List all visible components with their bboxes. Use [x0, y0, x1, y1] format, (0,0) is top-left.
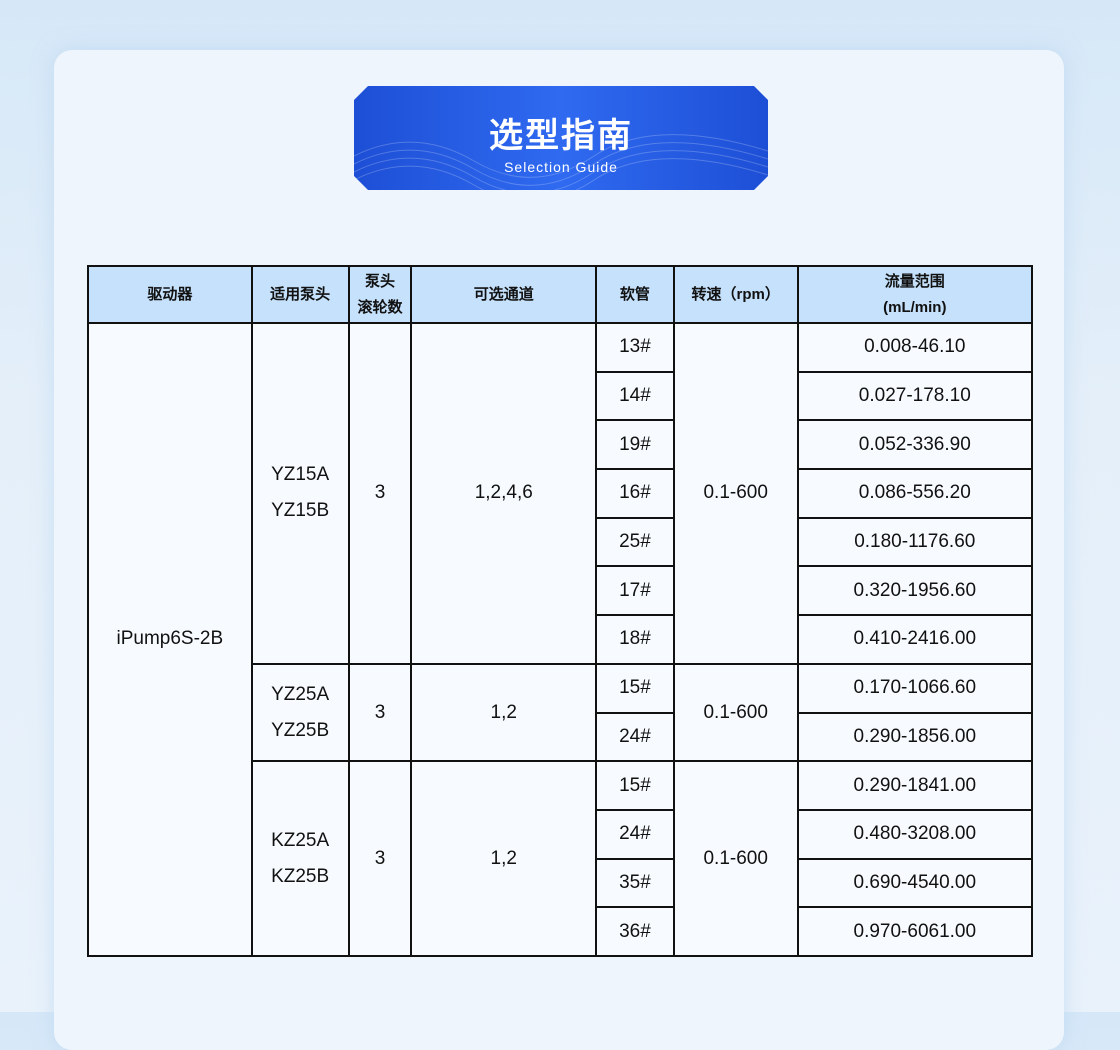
channels-cell: 1,2 [410, 662, 597, 763]
tubing-cell: 24# [595, 711, 675, 763]
pump-head-cell: YZ15A YZ15B [250, 322, 350, 665]
tubing-cell: 17# [595, 565, 675, 617]
driver-cell: iPump6S-2B [87, 322, 253, 957]
flow-range-cell: 0.027-178.10 [796, 370, 1034, 422]
tubing-cell: 14# [595, 370, 675, 422]
rollers-cell: 3 [347, 322, 413, 665]
speed-cell: 0.1-600 [672, 322, 799, 665]
flow-range-cell: 0.480-3208.00 [796, 808, 1034, 860]
selection-table: 驱动器 适用泵头 泵头滚轮数 可选通道 软管 转速（rpm） 流量范围 (mL/m… [87, 265, 1034, 957]
flow-range-cell: 0.290-1841.00 [796, 760, 1034, 811]
tubing-cell: 25# [595, 516, 675, 568]
table-row: 14# 0.027-178.10 [88, 370, 1034, 422]
flow-range-cell: 0.052-336.90 [796, 419, 1034, 471]
channels-cell: 1,2 [410, 760, 597, 957]
tubing-cell: 18# [595, 614, 675, 665]
tubing-cell: 16# [595, 468, 675, 519]
table-row: 16# 0.086-556.20 [88, 468, 1034, 519]
flow-range-cell: 0.970-6061.00 [796, 906, 1034, 957]
flow-range-cell: 0.290-1856.00 [796, 711, 1034, 763]
header-speed: 转速（rpm） [672, 265, 799, 324]
speed-cell: 0.1-600 [672, 760, 799, 957]
banner-title: 选型指南 [489, 116, 633, 156]
header-channels: 可选通道 [410, 265, 597, 324]
flow-range-cell: 0.180-1176.60 [796, 516, 1034, 568]
wave-decoration-icon [354, 134, 768, 190]
table-row: KZ25A KZ25B 3 1,2 15# 0.1-600 0.290-1841.00 [88, 760, 1034, 957]
table-row: 25# 0.180-1176.60 [88, 516, 1034, 568]
rollers-cell: 3 [347, 760, 413, 957]
rollers-cell: 3 [347, 662, 413, 763]
tubing-cell: 35# [595, 857, 675, 909]
flow-range-cell: 0.690-4540.00 [796, 857, 1034, 909]
tubing-cell: 15# [595, 662, 675, 714]
pump-head-cell: KZ25A KZ25B [250, 760, 350, 957]
header-driver: 驱动器 [87, 265, 253, 324]
flow-range-cell: 0.170-1066.60 [796, 662, 1034, 714]
flow-range-cell: 0.086-556.20 [796, 468, 1034, 519]
table-row: 18# 0.410-2416.00 [88, 614, 1034, 665]
header-pump-head: 适用泵头 [250, 265, 350, 324]
table-row: 19# 0.052-336.90 [88, 419, 1034, 471]
header-rollers-label: 泵头滚轮数 [357, 272, 403, 316]
table-row: iPump6S-2B YZ15A YZ15B 3 1,2,4,6 13# 0.1-600 0.… [87, 322, 1034, 957]
tubing-cell: 36# [595, 906, 675, 957]
pump-head-cell: YZ25A YZ25B [250, 662, 350, 763]
header-flow-range: 流量范围 (mL/min) [796, 265, 1034, 324]
table-row: 35# 0.690-4540.00 [88, 857, 1034, 909]
selection-guide-banner: 选型指南 Selection Guide [354, 86, 768, 190]
table-row: 36# 0.970-6061.00 [88, 906, 1034, 957]
banner-subtitle: Selection Guide [504, 159, 618, 175]
flow-range-cell: 0.320-1956.60 [796, 565, 1034, 617]
header-tubing: 软管 [595, 265, 675, 324]
tubing-cell: 13# [595, 322, 675, 373]
flow-range-cell: 0.008-46.10 [796, 322, 1034, 373]
table-row: 24# 0.480-3208.00 [88, 808, 1034, 860]
speed-cell: 0.1-600 [672, 662, 799, 763]
tubing-cell: 24# [595, 808, 675, 860]
table-header-row: 驱动器 适用泵头 泵头滚轮数 可选通道 软管 转速（rpm） 流量范围 (mL/m… [87, 265, 1034, 324]
header-rollers: 泵头滚轮数 [347, 265, 413, 324]
table-row: YZ25A YZ25B 3 1,2 15# 0.1-600 0.170-1066.60 [88, 662, 1034, 763]
table-row: 17# 0.320-1956.60 [88, 565, 1034, 617]
table-row: 24# 0.290-1856.00 [88, 711, 1034, 763]
tubing-cell: 15# [595, 760, 675, 811]
tubing-cell: 19# [595, 419, 675, 471]
channels-cell: 1,2,4,6 [410, 322, 597, 665]
flow-range-cell: 0.410-2416.00 [796, 614, 1034, 665]
